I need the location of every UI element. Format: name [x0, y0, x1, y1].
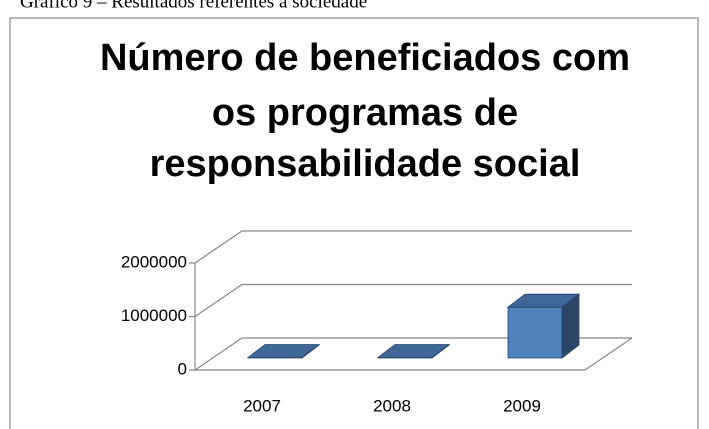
bar-top [246, 344, 321, 358]
bar-front [507, 306, 563, 359]
grid-line [189, 337, 632, 371]
bar-top [376, 344, 451, 358]
bar [506, 293, 581, 359]
y-tick-label: 1000000 [121, 306, 187, 325]
x-tick-label: 2007 [243, 396, 281, 415]
bar-top [506, 293, 581, 308]
x-tick-label: 2009 [503, 396, 541, 415]
bar [376, 343, 451, 359]
grid-line [189, 230, 632, 264]
floor [195, 337, 633, 371]
grid-line [189, 283, 632, 318]
x-tick-label: 2008 [373, 396, 411, 415]
chart-title: os programas de [212, 92, 518, 134]
chart-title: Número de beneficiados com [100, 37, 630, 79]
bar [246, 343, 321, 359]
y-tick-label: 0 [178, 359, 187, 378]
caption: Gráfico 9 – Resultados referentes à soci… [20, 0, 367, 12]
chart-border [9, 17, 699, 429]
chart-title: responsabilidade social [150, 143, 581, 185]
y-tick-label: 2000000 [121, 252, 187, 271]
